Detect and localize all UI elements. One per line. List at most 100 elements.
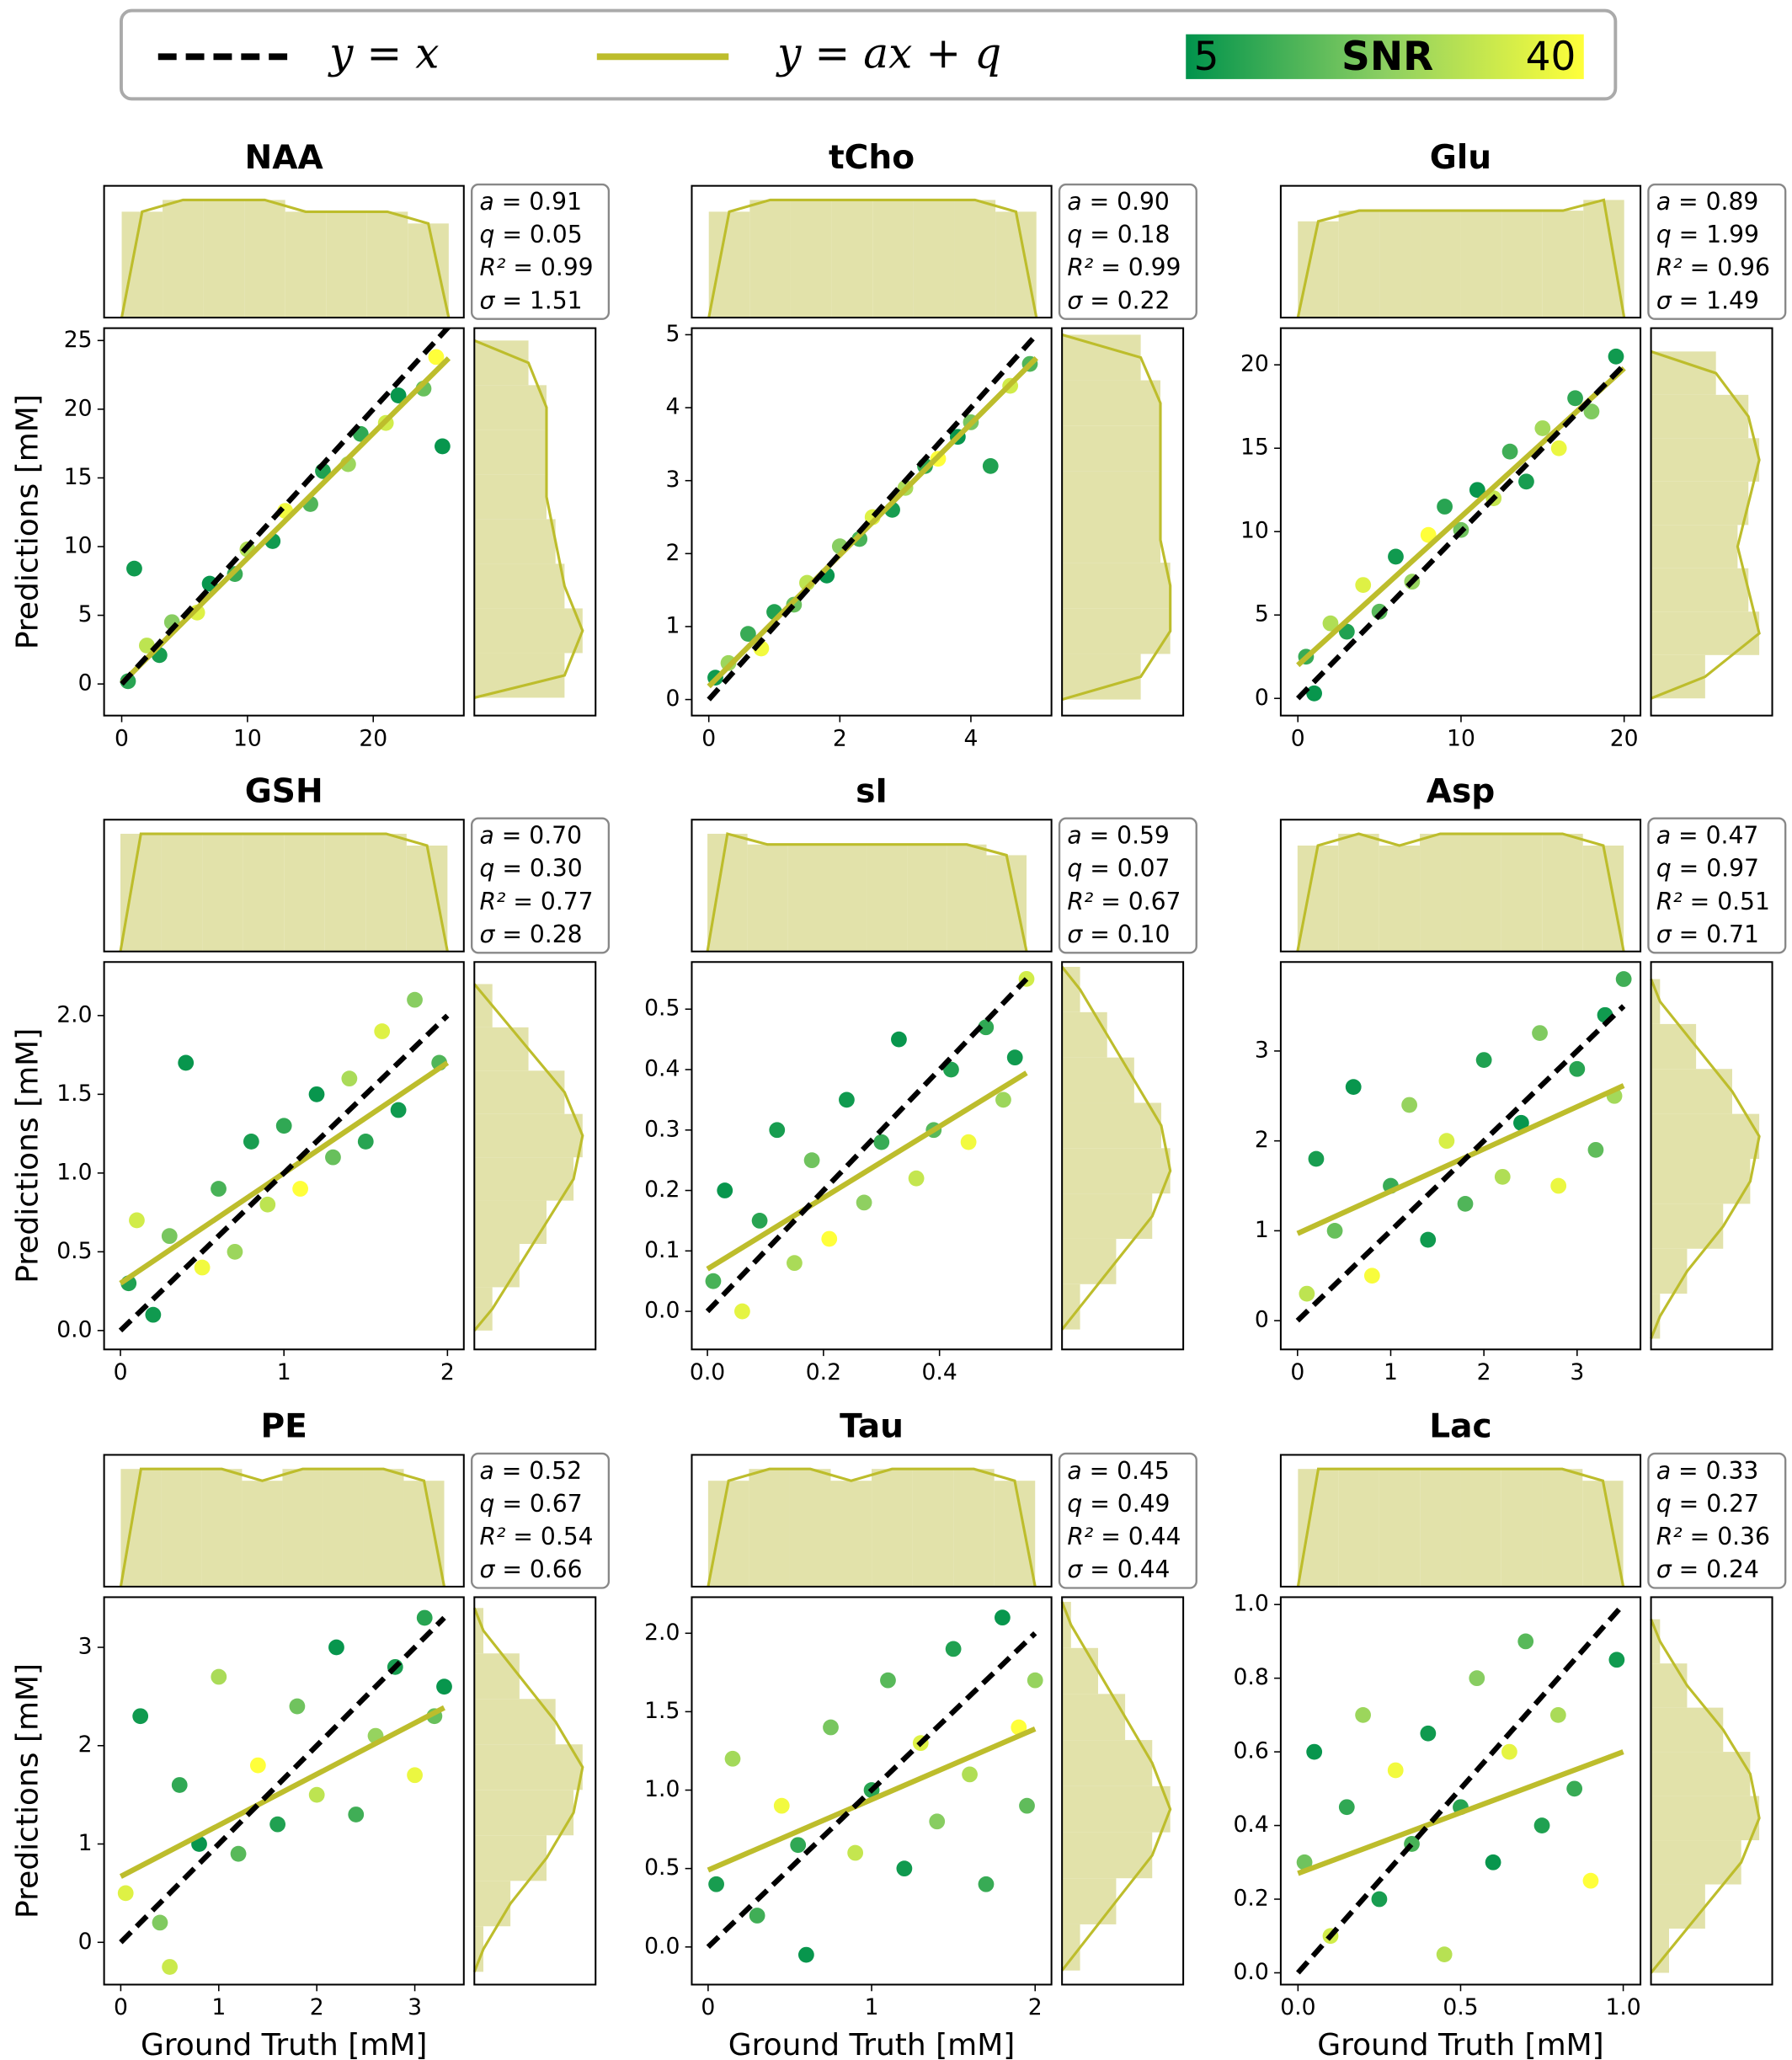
scatter-point xyxy=(982,457,999,474)
plot-frame xyxy=(691,327,1053,717)
scatter-point xyxy=(1420,526,1437,543)
scatter-point xyxy=(328,1639,344,1656)
hist-bar xyxy=(120,1469,162,1587)
scatter-point xyxy=(269,1816,286,1833)
hist-bar xyxy=(474,1881,511,1927)
scatter-point xyxy=(1363,1267,1380,1284)
x-tick-label: 0 xyxy=(114,1359,128,1385)
kde-line xyxy=(706,832,1028,953)
hist-bar xyxy=(1460,211,1502,318)
hist-bar xyxy=(1338,834,1379,952)
scatter-point xyxy=(259,1196,276,1213)
y-tick-label: 0.2 xyxy=(1234,1886,1269,1912)
stat-text: q = 0.27 xyxy=(1656,1490,1759,1518)
stat-value: 0.97 xyxy=(1706,855,1759,883)
stats-box xyxy=(1058,1452,1197,1589)
scatter-point xyxy=(856,1194,872,1211)
stat-value: 0.59 xyxy=(1117,822,1170,850)
stat-value: 0.33 xyxy=(1706,1457,1759,1485)
stat-name: R² = xyxy=(1656,1523,1709,1550)
y-tick-label: 1 xyxy=(665,612,680,638)
scatter-point xyxy=(1437,499,1453,515)
hist-bar xyxy=(474,1653,520,1700)
panel-title: NAA xyxy=(245,139,324,177)
stat-name: q = xyxy=(480,221,522,248)
plot-frame xyxy=(1279,1596,1642,1986)
hist-bar xyxy=(1062,654,1141,700)
stat-name: q = xyxy=(1656,1490,1699,1518)
x-tick-label: 0.4 xyxy=(922,1359,957,1385)
hist-bar xyxy=(406,846,448,952)
scatter-point xyxy=(1550,1177,1567,1194)
y-tick-label: 2.0 xyxy=(56,1001,92,1027)
hist-frame xyxy=(473,1596,597,1986)
stat-text: a = 0.52 xyxy=(480,1457,582,1485)
x-tick-label: 10 xyxy=(233,725,262,751)
hist-frame xyxy=(691,184,1053,319)
y-tick-label: 0.0 xyxy=(56,1316,92,1342)
stat-text: a = 0.89 xyxy=(1656,188,1758,216)
stat-value: 1.99 xyxy=(1706,221,1759,248)
y-tick-label: 4 xyxy=(665,394,680,420)
identity-line xyxy=(1295,1004,1626,1323)
stat-name: a = xyxy=(480,1457,522,1485)
kde-line xyxy=(1061,333,1172,702)
scatter-point xyxy=(1513,1114,1529,1131)
y-tick-label: 0 xyxy=(1255,685,1269,711)
scatter-point xyxy=(1387,1762,1404,1779)
y-tick-label: 2 xyxy=(665,540,680,566)
scatter-point xyxy=(1485,1854,1501,1871)
hist-frame xyxy=(1061,327,1185,717)
hist-bar xyxy=(1298,221,1339,318)
stat-text: q = 0.30 xyxy=(480,855,583,883)
hist-bar xyxy=(995,211,1037,318)
scatter-point xyxy=(152,1914,168,1931)
scatter-point xyxy=(1583,403,1600,420)
stat-value: 0.70 xyxy=(529,822,582,850)
stat-text: a = 0.91 xyxy=(480,188,582,216)
hist-bar xyxy=(474,1027,529,1071)
stat-text: q = 0.07 xyxy=(1067,855,1170,883)
x-tick-label: 0 xyxy=(1290,1359,1304,1385)
stat-name: R² = xyxy=(480,888,533,915)
scatter-point xyxy=(1534,420,1551,436)
stat-name: σ = xyxy=(1067,1556,1109,1583)
identity-line xyxy=(1295,363,1626,701)
fit-line xyxy=(1296,1083,1625,1236)
hist-bar xyxy=(366,211,408,318)
hist-bar xyxy=(161,834,203,952)
scatter-point xyxy=(292,1181,308,1197)
scatter-point xyxy=(1469,1670,1485,1687)
y-tick-label: 0 xyxy=(78,1929,93,1955)
scatter-point xyxy=(734,1303,750,1320)
hist-bar xyxy=(1651,1294,1661,1339)
scatter-point xyxy=(1306,1743,1323,1760)
hist-bar xyxy=(912,1469,954,1587)
scatter-point xyxy=(739,626,756,643)
stat-name: q = xyxy=(1067,855,1109,883)
scatter-point xyxy=(1615,971,1632,987)
y-tick-label: 25 xyxy=(64,327,93,353)
y-tick-label: 2 xyxy=(1255,1127,1269,1153)
fit-line xyxy=(1297,1749,1624,1876)
stat-value: 0.22 xyxy=(1117,286,1171,314)
hist-bar xyxy=(1062,1238,1117,1284)
scatter-point xyxy=(803,1152,820,1169)
x-tick-label: 0 xyxy=(114,1994,128,2020)
stat-text: q = 0.18 xyxy=(1067,221,1170,248)
stat-value: 0.91 xyxy=(529,188,582,216)
y-tick-label: 0.0 xyxy=(1234,1959,1269,1985)
scatter-point xyxy=(1306,685,1322,702)
hist-bar xyxy=(474,1790,574,1836)
kde-line xyxy=(1296,198,1626,318)
scatter-point xyxy=(896,1860,913,1877)
hist-bar xyxy=(994,1481,1036,1587)
scatter-point xyxy=(1550,440,1567,456)
hist-bar xyxy=(243,834,285,952)
stat-name: a = xyxy=(1656,822,1699,850)
stat-text: R² = 0.96 xyxy=(1656,253,1770,281)
kde-line xyxy=(1650,350,1761,700)
scatter-point xyxy=(1299,1285,1315,1302)
hist-bar xyxy=(787,844,828,952)
scatter-point xyxy=(1326,1223,1343,1239)
